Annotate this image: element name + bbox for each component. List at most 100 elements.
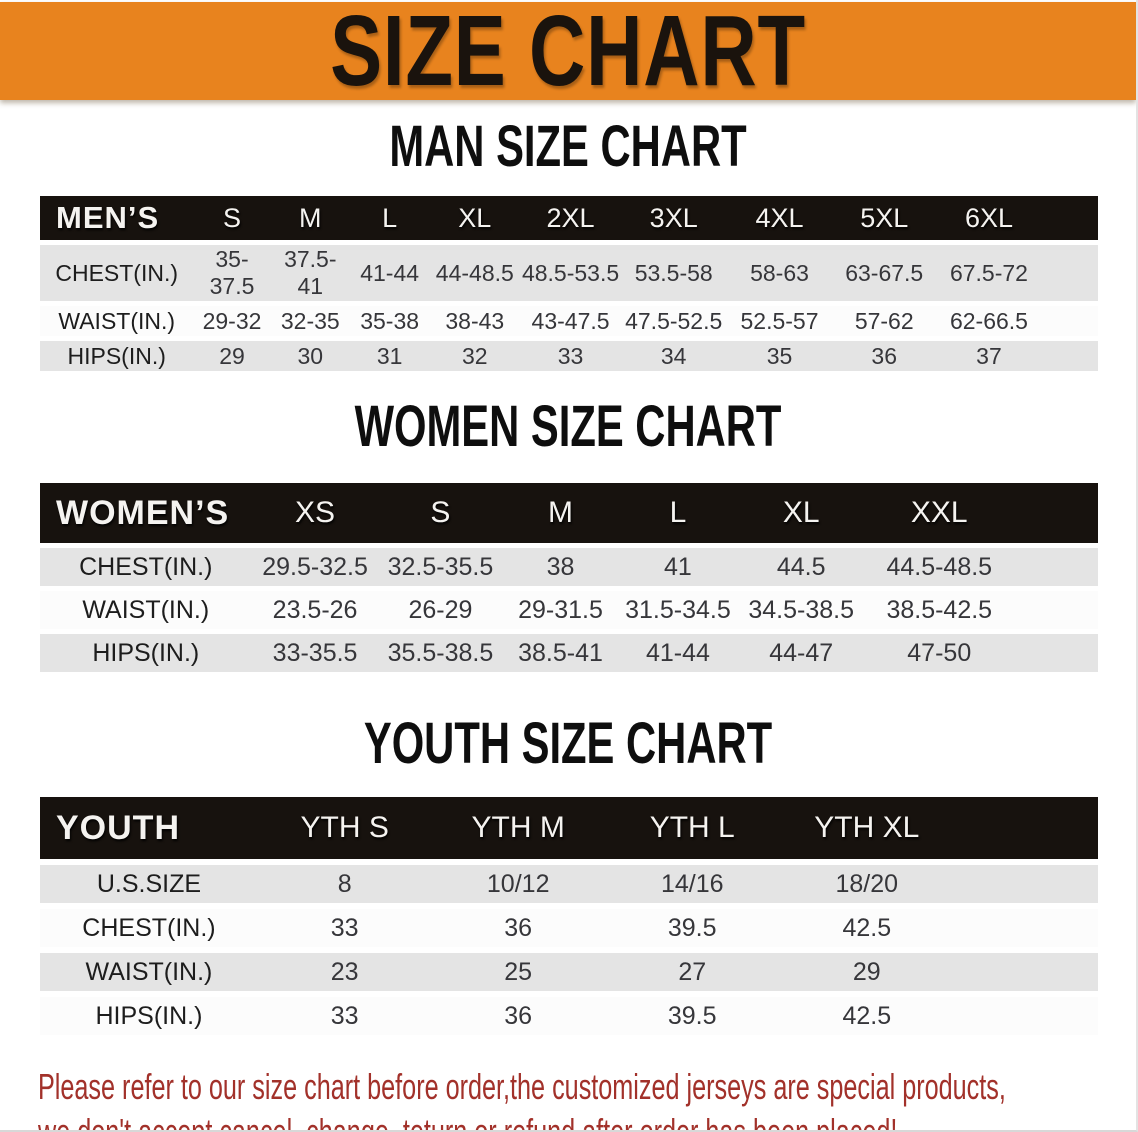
women-section: WOMEN SIZE CHART WOMEN’S XS S M L XL XXL CHEST(… xyxy=(0,398,1136,677)
women-column-header: XL xyxy=(737,483,866,543)
man-column-header: M xyxy=(270,196,350,240)
row-label: U.S.SIZE xyxy=(40,865,258,903)
disclaimer-line-1: Please refer to our size chart before or… xyxy=(38,1066,1006,1107)
filler-cell xyxy=(1041,196,1098,240)
man-section: MAN SIZE CHART MEN’S S M L XL 2XL 3XL 4XL 5XL 6XL… xyxy=(0,118,1136,376)
women-column-header: L xyxy=(618,483,738,543)
filler-cell xyxy=(1041,245,1098,301)
value-cell: 33-35.5 xyxy=(251,634,379,672)
value-cell: 52.5-57 xyxy=(726,306,833,336)
row-label: HIPS(IN.) xyxy=(40,634,252,672)
value-cell: 29.5-32.5 xyxy=(251,548,379,586)
filler-cell xyxy=(954,909,1098,947)
filler-cell xyxy=(1041,306,1098,336)
value-cell: 36 xyxy=(832,341,937,371)
women-data-row: CHEST(IN.) 29.5-32.5 32.5-35.5 38 41 44.5 44.5… xyxy=(40,548,1098,586)
value-cell: 32-35 xyxy=(270,306,350,336)
value-cell: 38.5-42.5 xyxy=(865,591,1014,629)
value-cell: 63-67.5 xyxy=(832,245,937,301)
value-cell: 26-29 xyxy=(378,591,503,629)
value-cell: 30 xyxy=(270,341,350,371)
filler-cell xyxy=(954,865,1098,903)
man-column-header: 3XL xyxy=(620,196,727,240)
banner-title: SIZE CHART xyxy=(330,0,806,107)
man-column-header: 4XL xyxy=(726,196,833,240)
value-cell: 38.5-41 xyxy=(502,634,619,672)
value-cell: 41-44 xyxy=(618,634,738,672)
value-cell: 29 xyxy=(779,953,955,991)
value-cell: 42.5 xyxy=(779,909,955,947)
value-cell: 48.5-53.5 xyxy=(520,245,621,301)
value-cell: 29 xyxy=(193,341,271,371)
youth-table-title: YOUTH xyxy=(40,797,258,859)
women-column-header: XS xyxy=(251,483,379,543)
value-cell: 44.5-48.5 xyxy=(865,548,1014,586)
value-cell: 36 xyxy=(431,997,605,1035)
man-column-header: L xyxy=(349,196,430,240)
youth-column-header: YTH XL xyxy=(779,797,955,859)
value-cell: 39.5 xyxy=(604,909,780,947)
row-label: HIPS(IN.) xyxy=(40,997,258,1035)
man-table-title: MEN’S xyxy=(40,196,194,240)
filler-cell xyxy=(1013,548,1098,586)
man-header-row: MEN’S S M L XL 2XL 3XL 4XL 5XL 6XL xyxy=(40,196,1098,240)
youth-header-row: YOUTH YTH S YTH M YTH L YTH XL xyxy=(40,797,1098,859)
value-cell: 37 xyxy=(936,341,1042,371)
women-column-header: M xyxy=(502,483,619,543)
value-cell: 44.5 xyxy=(737,548,866,586)
man-column-header: 5XL xyxy=(832,196,937,240)
youth-data-row: HIPS(IN.) 33 36 39.5 42.5 xyxy=(40,997,1098,1035)
value-cell: 47.5-52.5 xyxy=(620,306,727,336)
value-cell: 8 xyxy=(257,865,432,903)
value-cell: 57-62 xyxy=(832,306,937,336)
value-cell: 23.5-26 xyxy=(251,591,379,629)
value-cell: 32 xyxy=(429,341,521,371)
value-cell: 35-37.5 xyxy=(193,245,271,301)
value-cell: 53.5-58 xyxy=(620,245,727,301)
value-cell: 43-47.5 xyxy=(520,306,621,336)
value-cell: 31 xyxy=(349,341,430,371)
man-column-header: S xyxy=(193,196,271,240)
women-data-row: WAIST(IN.) 23.5-26 26-29 29-31.5 31.5-34.5 34… xyxy=(40,591,1098,629)
value-cell: 42.5 xyxy=(779,997,955,1035)
women-data-row: HIPS(IN.) 33-35.5 35.5-38.5 38.5-41 41-44 44-… xyxy=(40,634,1098,672)
value-cell: 44-48.5 xyxy=(429,245,521,301)
value-cell: 41-44 xyxy=(349,245,430,301)
women-header-row: WOMEN’S XS S M L XL XXL xyxy=(40,483,1098,543)
banner: SIZE CHART xyxy=(0,0,1136,107)
row-label: WAIST(IN.) xyxy=(40,953,258,991)
value-cell: 38-43 xyxy=(429,306,521,336)
row-label: CHEST(IN.) xyxy=(40,909,258,947)
value-cell: 27 xyxy=(604,953,780,991)
value-cell: 29-31.5 xyxy=(502,591,619,629)
row-label: CHEST(IN.) xyxy=(40,245,194,301)
disclaimer: Please refer to our size chart before or… xyxy=(0,1064,1136,1130)
youth-heading: YOUTH SIZE CHART xyxy=(363,711,773,776)
youth-column-header: YTH S xyxy=(257,797,432,859)
value-cell: 32.5-35.5 xyxy=(378,548,503,586)
man-column-header: 6XL xyxy=(936,196,1042,240)
man-column-header: 2XL xyxy=(520,196,621,240)
value-cell: 47-50 xyxy=(865,634,1014,672)
value-cell: 36 xyxy=(431,909,605,947)
filler-cell xyxy=(1041,341,1098,371)
row-label: CHEST(IN.) xyxy=(40,548,252,586)
youth-data-row: WAIST(IN.) 23 25 27 29 xyxy=(40,953,1098,991)
filler-cell xyxy=(1013,591,1098,629)
row-label: WAIST(IN.) xyxy=(40,591,252,629)
filler-cell xyxy=(954,997,1098,1035)
women-size-table: WOMEN’S XS S M L XL XXL CHEST(IN.) 29.5-32.5 32.5… xyxy=(40,478,1098,677)
value-cell: 35.5-38.5 xyxy=(378,634,503,672)
man-data-row: CHEST(IN.) 35-37.5 37.5-41 41-44 44-48.5 48.5… xyxy=(40,245,1098,301)
value-cell: 41 xyxy=(618,548,738,586)
filler-cell xyxy=(1013,634,1098,672)
value-cell: 33 xyxy=(257,997,432,1035)
man-data-row: HIPS(IN.) 29 30 31 32 33 34 35 36 37 xyxy=(40,341,1098,371)
filler-cell xyxy=(954,797,1098,859)
youth-column-header: YTH M xyxy=(431,797,605,859)
value-cell: 37.5-41 xyxy=(270,245,350,301)
value-cell: 35 xyxy=(726,341,833,371)
youth-size-table: YOUTH YTH S YTH M YTH L YTH XL U.S.SIZE 8 10/12… xyxy=(40,791,1098,1041)
row-label: WAIST(IN.) xyxy=(40,306,194,336)
value-cell: 38 xyxy=(502,548,619,586)
